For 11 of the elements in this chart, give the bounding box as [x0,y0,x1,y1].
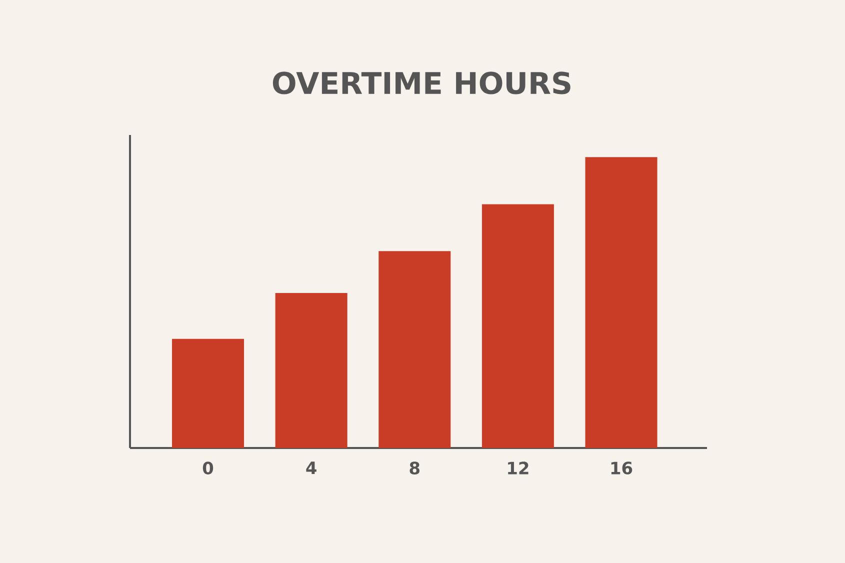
x-tick-label: 8 [410,462,420,474]
x-tick-label: 4 [306,462,316,474]
x-tick-label: 16 [611,462,632,474]
x-tick-label: 12 [508,462,528,474]
bar [172,338,244,448]
x-tick-label: 0 [202,462,214,474]
bar [482,204,554,448]
bar [275,292,348,448]
bar [378,251,451,448]
chart-title: OVERTIME HOURS [272,72,570,94]
bar [585,157,658,448]
